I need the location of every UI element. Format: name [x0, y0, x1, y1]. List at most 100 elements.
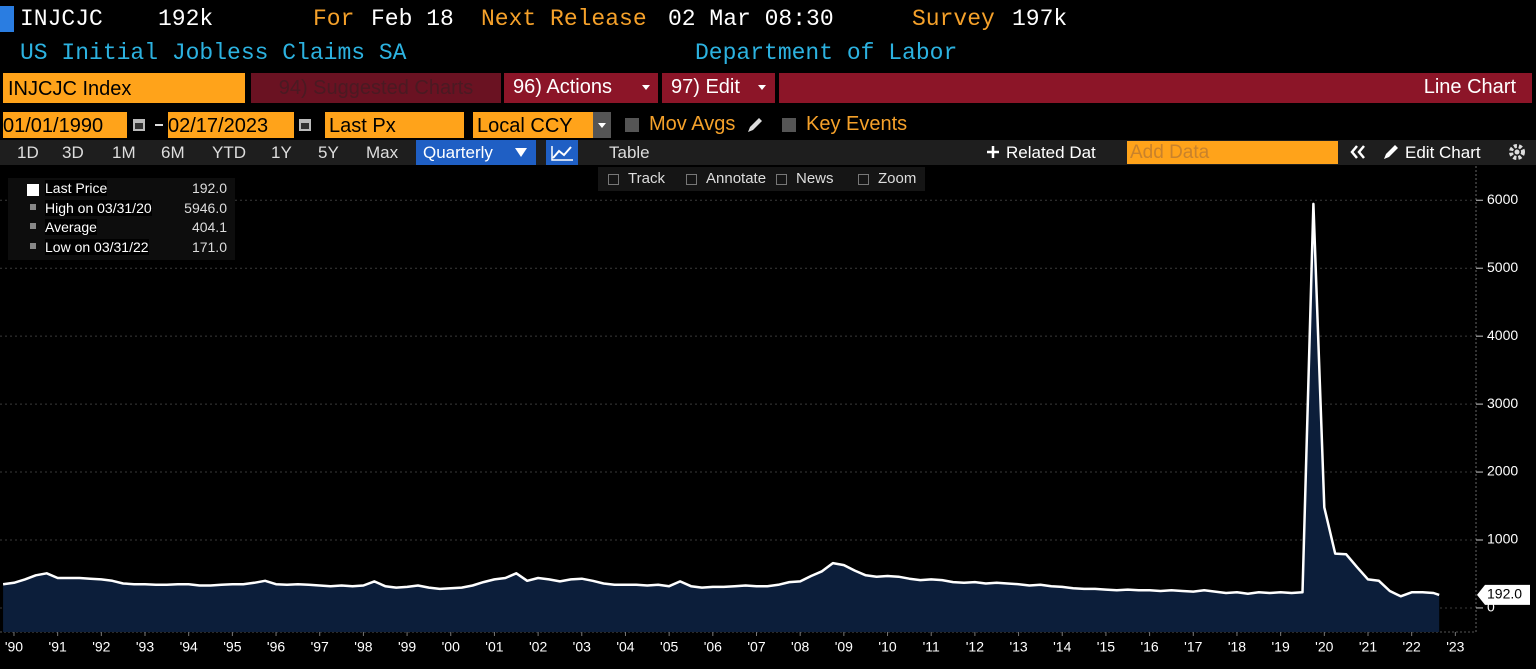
legend-value: 171.0 [191, 238, 227, 255]
area [3, 203, 1440, 632]
x-tick-label: '19 [1272, 639, 1290, 655]
last-value-tag [1477, 584, 1530, 605]
actions-label: 96) Actions [513, 76, 612, 98]
x-tick-label: '01 [485, 639, 503, 655]
last-value-label: 192.0 [1487, 586, 1522, 602]
source: Department of Labor [695, 40, 958, 66]
x-tick-label: '92 [92, 639, 110, 655]
period-button[interactable]: 6M [161, 143, 185, 162]
security-input[interactable]: INJCJC Index [3, 73, 245, 103]
chart: 0 1000 2000 3000 4000 5000 6000 '90 '91 '92 '93 '94… [0, 166, 1530, 655]
y-tick-label: 5000 [1487, 259, 1518, 275]
x-tick-label: '94 [180, 639, 198, 655]
dropdown-arrow [758, 85, 766, 90]
x-tick-label: '14 [1053, 639, 1071, 655]
legend-value: 5946.0 [184, 199, 227, 216]
x-tick-label: '07 [747, 639, 765, 655]
x-tick-label: '11 [923, 639, 940, 655]
legend-box: Last Price 192.0 High on 03/31/20 5946.0 Ave… [8, 178, 235, 260]
pencil-icon[interactable] [746, 116, 764, 134]
for-label: For [313, 6, 355, 32]
x-tick-label: '02 [529, 639, 547, 655]
period-button[interactable]: 5Y [318, 143, 339, 162]
x-tick-label: '91 [49, 639, 67, 655]
legend-value: 192.0 [191, 180, 227, 196]
period-button[interactable]: 1M [112, 143, 136, 162]
tool-button[interactable]: News [796, 170, 834, 187]
tool-icon [858, 174, 869, 185]
actions-menu[interactable]: 96) Actions [504, 73, 658, 103]
start-date[interactable]: 01/01/1990 [3, 112, 127, 138]
x-tick-label: '13 [1009, 639, 1027, 655]
field-select[interactable]: Last Px [325, 112, 464, 138]
calendar-icon[interactable] [132, 117, 146, 133]
plus-icon[interactable] [986, 145, 1000, 159]
y-tick-label: 0 [1487, 599, 1495, 615]
add-data-input[interactable]: Add Data [1127, 141, 1338, 164]
end-date[interactable]: 02/17/2023 [168, 112, 294, 138]
x-tick-label: '03 [573, 639, 591, 655]
mov-avgs-label[interactable]: Mov Avgs [649, 113, 736, 135]
checkbox[interactable] [625, 118, 639, 132]
related-data[interactable]: Related Dat [1006, 143, 1096, 162]
legend-value: 404.1 [191, 219, 227, 235]
currency-select[interactable]: Local CCY [473, 112, 595, 138]
x-tick-label: '22 [1403, 639, 1421, 655]
frequency-select[interactable]: Quarterly [416, 140, 536, 165]
chart-icon[interactable] [546, 140, 578, 165]
ticker: INJCJC [20, 6, 103, 32]
tool-button[interactable]: Track [628, 170, 665, 187]
indicator [0, 6, 14, 32]
security-name: US Initial Jobless Claims SA [20, 40, 407, 66]
chart-kind: Line Chart [1423, 76, 1516, 98]
x-tick-label: '15 [1097, 639, 1115, 655]
period-button[interactable]: 1D [17, 143, 39, 162]
period-button[interactable]: 1Y [271, 143, 292, 162]
x-tick-label: '96 [267, 639, 285, 655]
checkbox[interactable] [782, 118, 796, 132]
legend-label: Low on 03/31/22 [45, 238, 149, 255]
y-tick-label: 1000 [1487, 531, 1518, 547]
next-release-value: 02 Mar 08:30 [668, 6, 834, 32]
dropdown-arrow [642, 85, 650, 90]
x-tick-label: '20 [1315, 639, 1333, 655]
x-tick-label: '06 [704, 639, 722, 655]
settings-icon[interactable] [1508, 143, 1526, 161]
x-tick-label: '09 [835, 639, 853, 655]
dropdown-button[interactable] [593, 112, 611, 138]
x-tick-label: '17 [1184, 639, 1202, 655]
survey-label: Survey [912, 6, 995, 32]
x-tick-label: '93 [136, 639, 154, 655]
suggested-charts[interactable]: 94) Suggested Charts [251, 73, 501, 103]
pencil-icon[interactable] [1382, 143, 1400, 161]
period-button[interactable]: YTD [212, 143, 246, 162]
table-button[interactable]: Table [609, 143, 650, 162]
line [2, 202, 1440, 598]
key-events-label[interactable]: Key Events [806, 113, 908, 135]
period-button[interactable]: Max [366, 143, 399, 162]
tool-icon [608, 174, 619, 185]
collapse-icon[interactable] [1350, 145, 1366, 159]
last-value: 192k [158, 6, 214, 32]
tool-icon [776, 174, 787, 185]
date-separator [155, 124, 163, 126]
x-tick-label: '99 [398, 639, 416, 655]
calendar-icon[interactable] [298, 117, 312, 133]
x-tick-label: '97 [311, 639, 329, 655]
x-tick-label: '23 [1446, 639, 1464, 655]
x-tick-label: '12 [966, 639, 984, 655]
x-tick-label: '16 [1140, 639, 1158, 655]
y-tick-label: 6000 [1487, 191, 1518, 207]
x-tick-label: '95 [223, 639, 241, 655]
chart-kind-bar: Line Chart [779, 73, 1532, 103]
chart-tools: Track Annotate News Zoom [598, 167, 925, 191]
x-tick-label: '04 [616, 639, 634, 655]
y-tick-label: 4000 [1487, 327, 1518, 343]
edit-chart[interactable]: Edit Chart [1405, 143, 1481, 162]
tool-button[interactable]: Annotate [706, 170, 767, 187]
tool-button[interactable]: Zoom [878, 170, 917, 187]
period-button[interactable]: 3D [62, 143, 84, 162]
edit-menu[interactable]: 97) Edit [662, 73, 775, 103]
legend-label: Last Price [45, 180, 108, 196]
